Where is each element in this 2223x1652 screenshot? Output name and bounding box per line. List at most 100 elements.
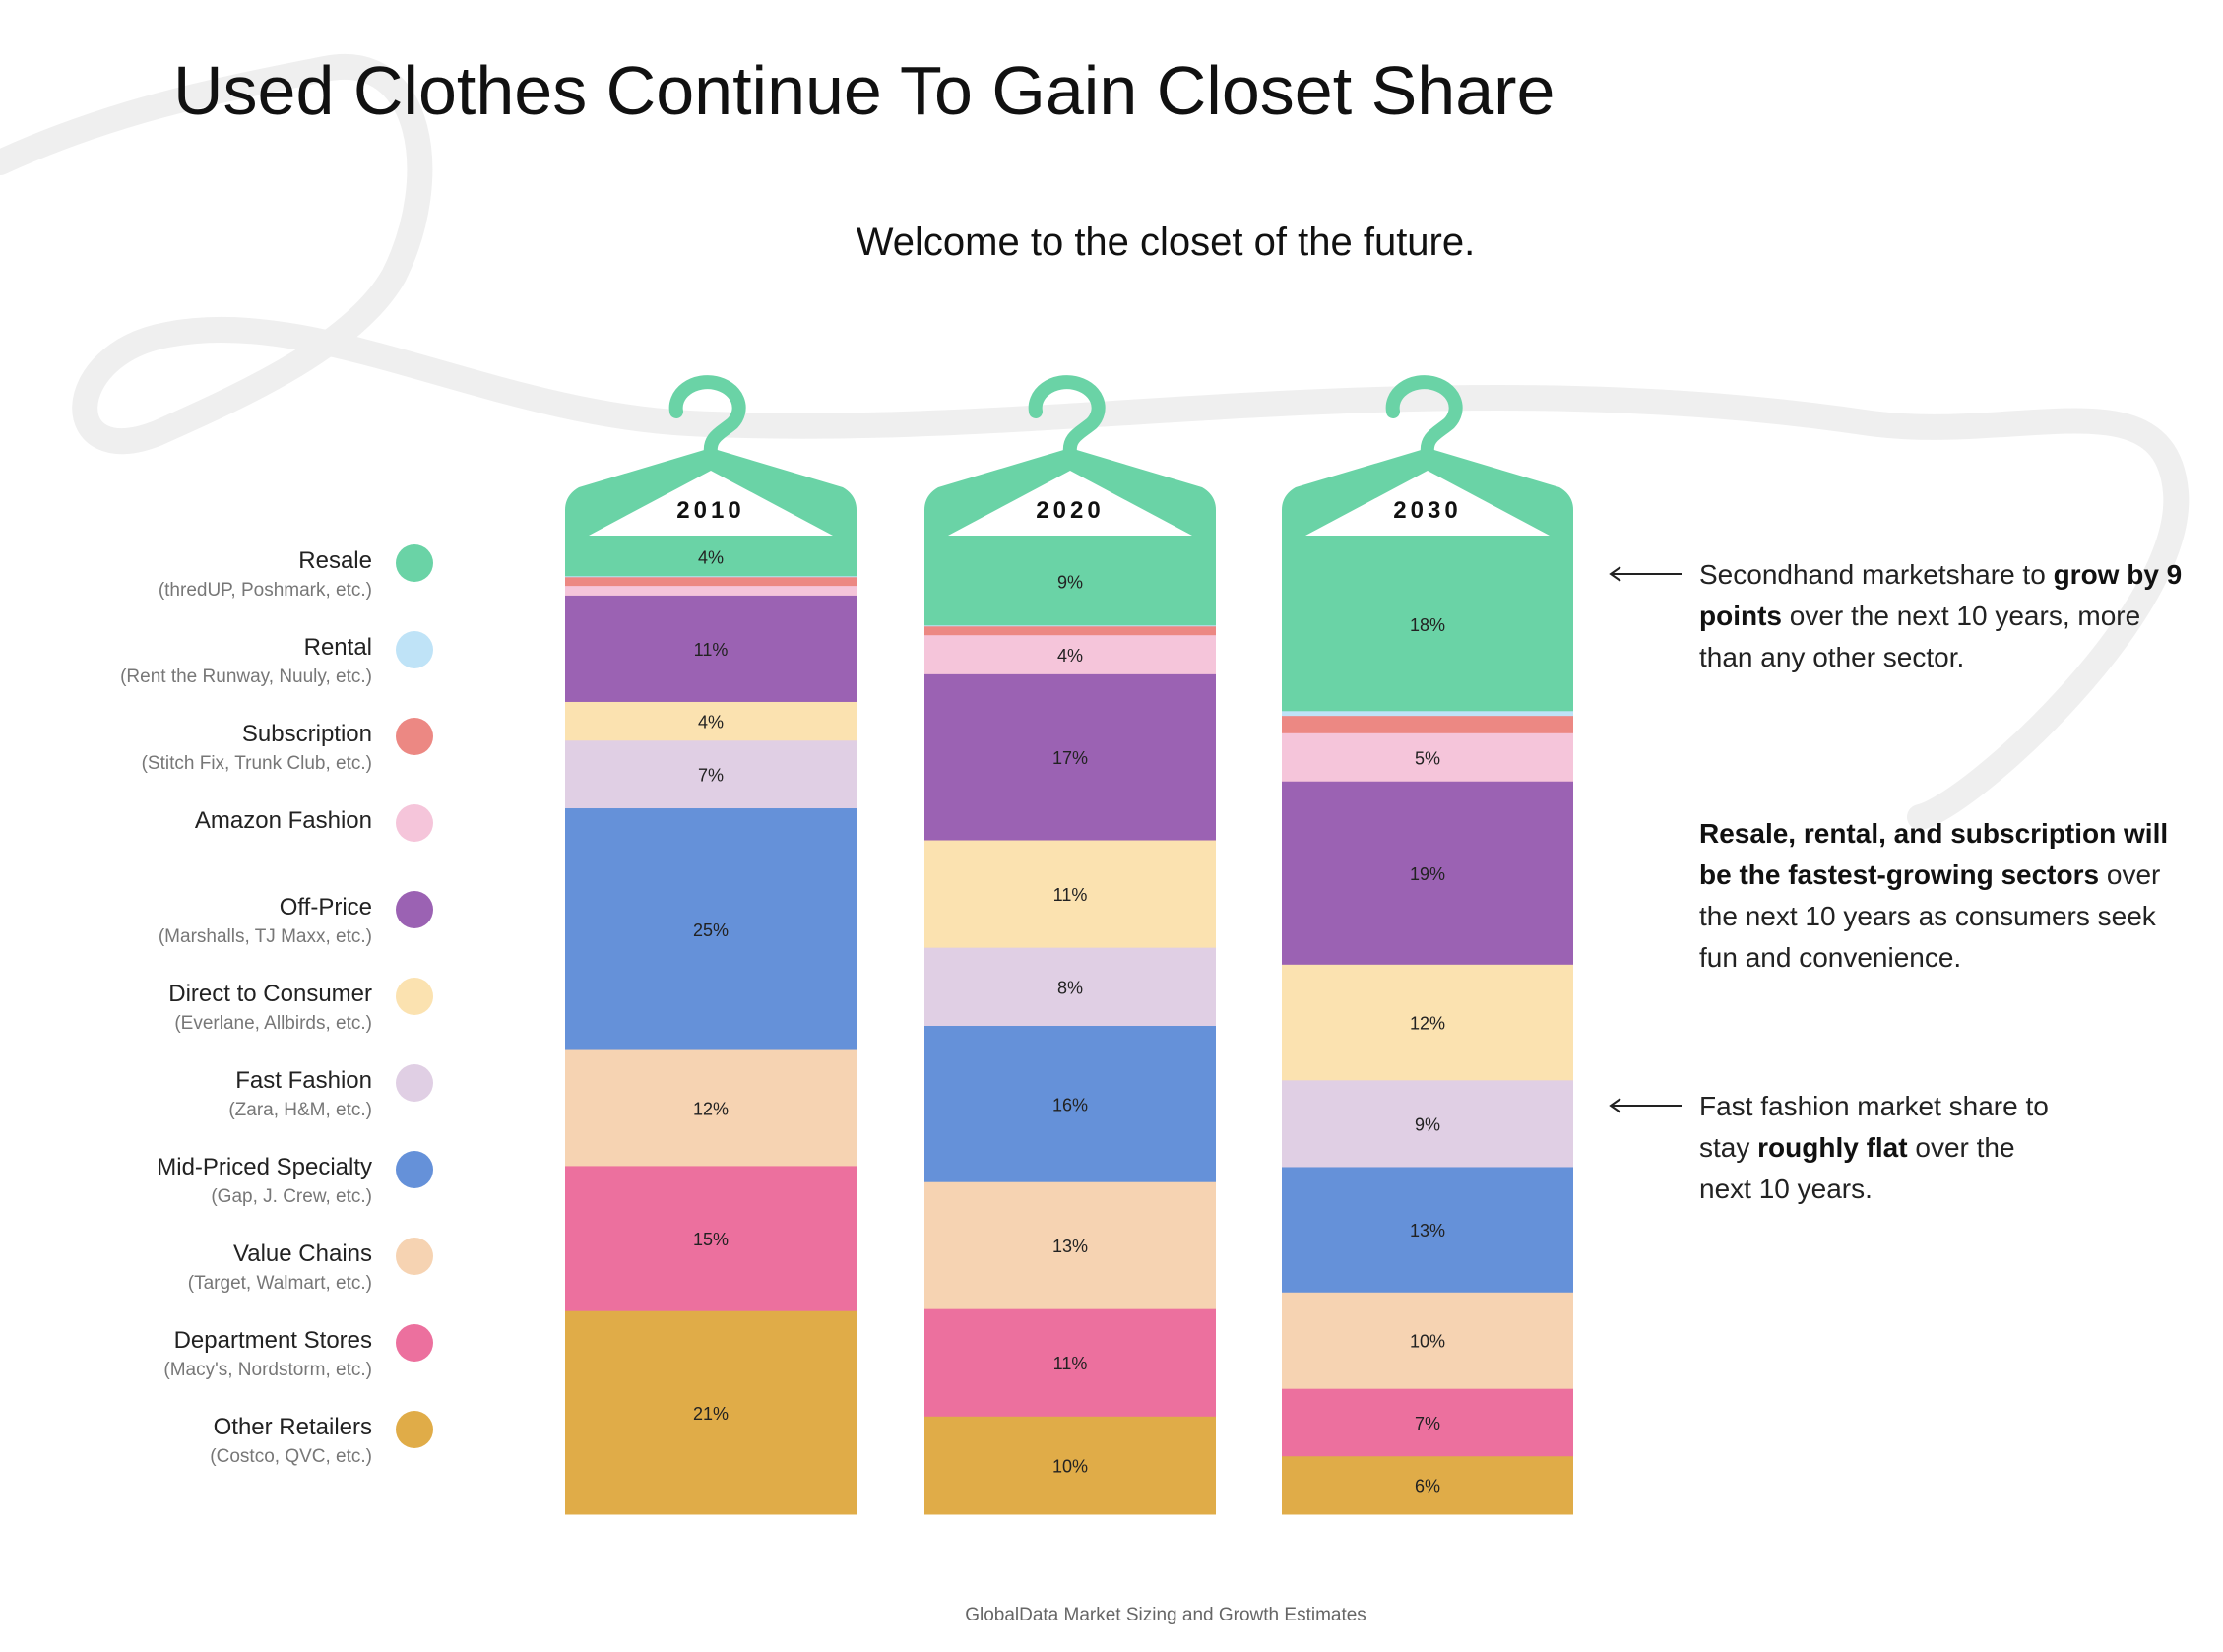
chart-source: GlobalData Market Sizing and Growth Esti… — [965, 1605, 1366, 1625]
legend-text: Other Retailers (Costco, QVC, etc.) — [210, 1412, 372, 1471]
legend-label: Resale — [298, 547, 372, 574]
legend-swatch — [396, 804, 433, 842]
bar-segment — [565, 538, 857, 577]
bar-segment — [1282, 711, 1573, 717]
legend-label: Mid-Priced Specialty — [157, 1154, 372, 1180]
legend-sublabel: (thredUP, Poshmark, etc.) — [158, 580, 372, 601]
legend-item: Department Stores (Macy's, Nordstorm, etc… — [39, 1324, 433, 1404]
bar-segment — [1282, 964, 1573, 1081]
data-label: 11% — [694, 640, 729, 660]
hanger-icon — [924, 375, 1216, 538]
arrow-left-icon — [1609, 1098, 1682, 1113]
legend-sublabel: (Zara, H&M, etc.) — [228, 1100, 372, 1120]
bar-segment — [924, 1026, 1216, 1183]
bar-segment — [1282, 1167, 1573, 1294]
legend-label: Fast Fashion — [235, 1067, 372, 1094]
bar-segment — [924, 1416, 1216, 1515]
bar-segment — [924, 1308, 1216, 1418]
bar-segment — [1282, 538, 1573, 712]
legend-swatch — [396, 1238, 433, 1275]
legend-label: Rental — [303, 634, 372, 661]
legend-label: Subscription — [241, 721, 372, 747]
legend-item: Amazon Fashion — [39, 804, 433, 884]
legend-swatch — [396, 1411, 433, 1448]
legend-item: Subscription (Stitch Fix, Trunk Club, etc… — [39, 718, 433, 797]
data-label: 7% — [1415, 1414, 1440, 1433]
bar-segment — [565, 1049, 857, 1167]
legend-swatch — [396, 891, 433, 928]
legend-label: Value Chains — [233, 1240, 372, 1267]
legend-swatch — [396, 1151, 433, 1188]
bar-segment — [924, 625, 1216, 627]
bar-segment — [924, 673, 1216, 842]
legend-sublabel: (Gap, J. Crew, etc.) — [211, 1186, 372, 1207]
hanger-inner — [948, 471, 1192, 536]
legend-item: Off-Price (Marshalls, TJ Maxx, etc.) — [39, 891, 433, 971]
data-label: 11% — [1053, 1354, 1088, 1373]
hanger-icon — [1282, 375, 1573, 538]
hanger-hook — [668, 375, 746, 460]
hanger-hook — [1385, 375, 1463, 460]
legend-sublabel: (Rent the Runway, Nuuly, etc.) — [120, 667, 372, 687]
data-label: 15% — [693, 1230, 729, 1249]
legend-swatch — [396, 718, 433, 755]
bar-segment — [1282, 716, 1573, 734]
bar-segment — [924, 626, 1216, 636]
bar-segment — [565, 577, 857, 587]
bar-segment — [565, 740, 857, 809]
legend-sublabel: (Macy's, Nordstorm, etc.) — [163, 1360, 372, 1380]
bar-column: 2020 9% 4% 17% 11% 8% 16% 13% 11% 10% — [924, 375, 1216, 1515]
arrow-left-icon — [1609, 566, 1682, 582]
data-label: 4% — [698, 548, 724, 568]
bar-segment — [924, 635, 1216, 675]
bar-segment — [1282, 1388, 1573, 1457]
legend-item: Resale (thredUP, Poshmark, etc.) — [39, 544, 433, 624]
legend-text: Direct to Consumer (Everlane, Allbirds, e… — [168, 979, 372, 1038]
legend-label: Department Stores — [173, 1327, 372, 1354]
hanger-inner — [1305, 471, 1550, 536]
data-label: 7% — [698, 766, 724, 786]
data-label: 18% — [1410, 615, 1445, 635]
annotation-fastest-growing: Resale, rental, and subscription will be… — [1699, 818, 2169, 973]
data-label: 16% — [1052, 1095, 1088, 1114]
legend-swatch — [396, 1324, 433, 1362]
bar-segment — [1282, 1292, 1573, 1390]
legend-text: Subscription (Stitch Fix, Trunk Club, etc… — [142, 719, 372, 778]
legend-item: Other Retailers (Costco, QVC, etc.) — [39, 1411, 433, 1491]
bar-segment — [565, 1310, 857, 1515]
year-label: 2020 — [1036, 497, 1104, 524]
legend-text: Rental (Rent the Runway, Nuuly, etc.) — [120, 632, 372, 691]
annotation-fast-fashion-flat: Fast fashion market share to stay roughl… — [1699, 1091, 2049, 1204]
data-label: 6% — [1415, 1477, 1440, 1496]
bar-segment — [1282, 781, 1573, 966]
bar-segment — [565, 1166, 857, 1312]
legend-label: Direct to Consumer — [168, 981, 372, 1007]
data-label: 12% — [1410, 1014, 1445, 1034]
bar-segment — [924, 538, 1216, 626]
legend-text: Resale (thredUP, Poshmark, etc.) — [159, 545, 372, 604]
legend-label: Other Retailers — [213, 1414, 372, 1440]
legend-sublabel: (Marshalls, TJ Maxx, etc.) — [158, 926, 372, 947]
bar-segment — [565, 576, 857, 578]
bar-segment — [1282, 1456, 1573, 1515]
chart-subtitle: Welcome to the closet of the future. — [856, 221, 1476, 264]
legend-sublabel: (Target, Walmart, etc.) — [187, 1273, 372, 1294]
legend-text: Department Stores (Macy's, Nordstorm, etc… — [163, 1325, 372, 1384]
legend-sublabel: (Costco, QVC, etc.) — [210, 1446, 372, 1467]
data-label: 13% — [1410, 1221, 1445, 1240]
hanger-icon — [565, 375, 857, 538]
legend-text: Fast Fashion (Zara, H&M, etc.) — [228, 1065, 372, 1124]
data-label: 9% — [1415, 1114, 1440, 1134]
data-label: 17% — [1052, 748, 1088, 768]
bar-segment — [565, 701, 857, 741]
legend-swatch — [396, 544, 433, 582]
legend-item: Direct to Consumer (Everlane, Allbirds, e… — [39, 978, 433, 1057]
data-label: 10% — [1052, 1456, 1088, 1476]
bar-segment — [1282, 732, 1573, 783]
annotation-resale-growth: Secondhand marketshare to grow by 9 poin… — [1699, 559, 2183, 672]
legend-swatch — [396, 1064, 433, 1102]
bar-segment — [924, 840, 1216, 949]
data-label: 19% — [1410, 864, 1445, 884]
